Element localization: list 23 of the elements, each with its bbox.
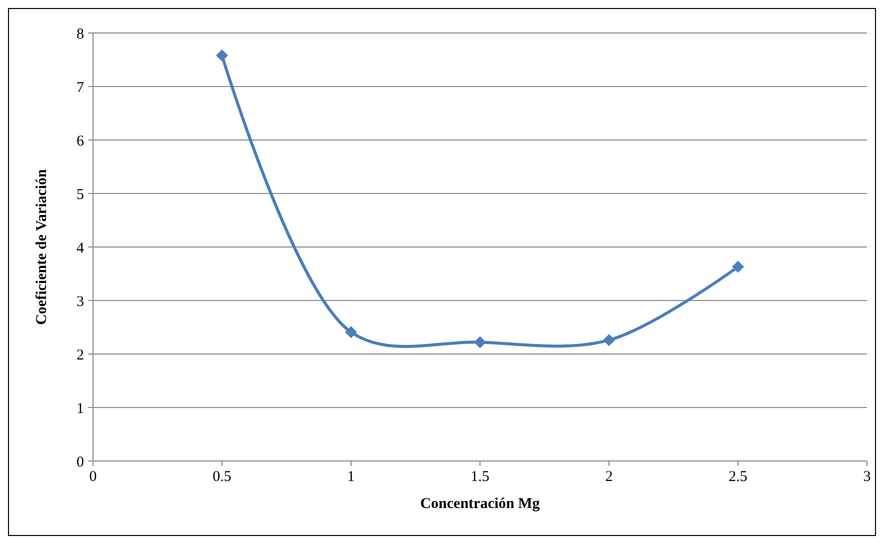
- y-tick-label: 2: [76, 347, 84, 364]
- x-tick-label: 1.5: [470, 469, 490, 485]
- point: [474, 336, 486, 348]
- point: [603, 334, 615, 346]
- y-tick-label: 0: [76, 454, 84, 470]
- x-tick-label: 2.5: [728, 469, 748, 485]
- x-tick-label: 2: [605, 469, 613, 485]
- y-tick-label: 3: [76, 294, 84, 310]
- point: [732, 260, 744, 273]
- y-axis-title: Coeficiente de Variación: [34, 168, 50, 325]
- y-tick-label: 7: [76, 80, 84, 96]
- y-tick-label: 4: [76, 240, 84, 256]
- x-tick-label: 0: [89, 469, 97, 485]
- x-tick-label: 3: [863, 469, 871, 485]
- y-tick-label: 1: [76, 400, 84, 417]
- x-tick-label: 0.5: [212, 469, 232, 485]
- y-tick-label: 8: [76, 26, 84, 42]
- x-axis-title: Concentración Mg: [420, 496, 540, 512]
- y-tick-label: 6: [76, 133, 84, 150]
- point: [345, 326, 357, 338]
- y-tick-label: 5: [76, 186, 84, 203]
- x-tick-label: 1: [347, 469, 355, 485]
- point: [216, 49, 228, 62]
